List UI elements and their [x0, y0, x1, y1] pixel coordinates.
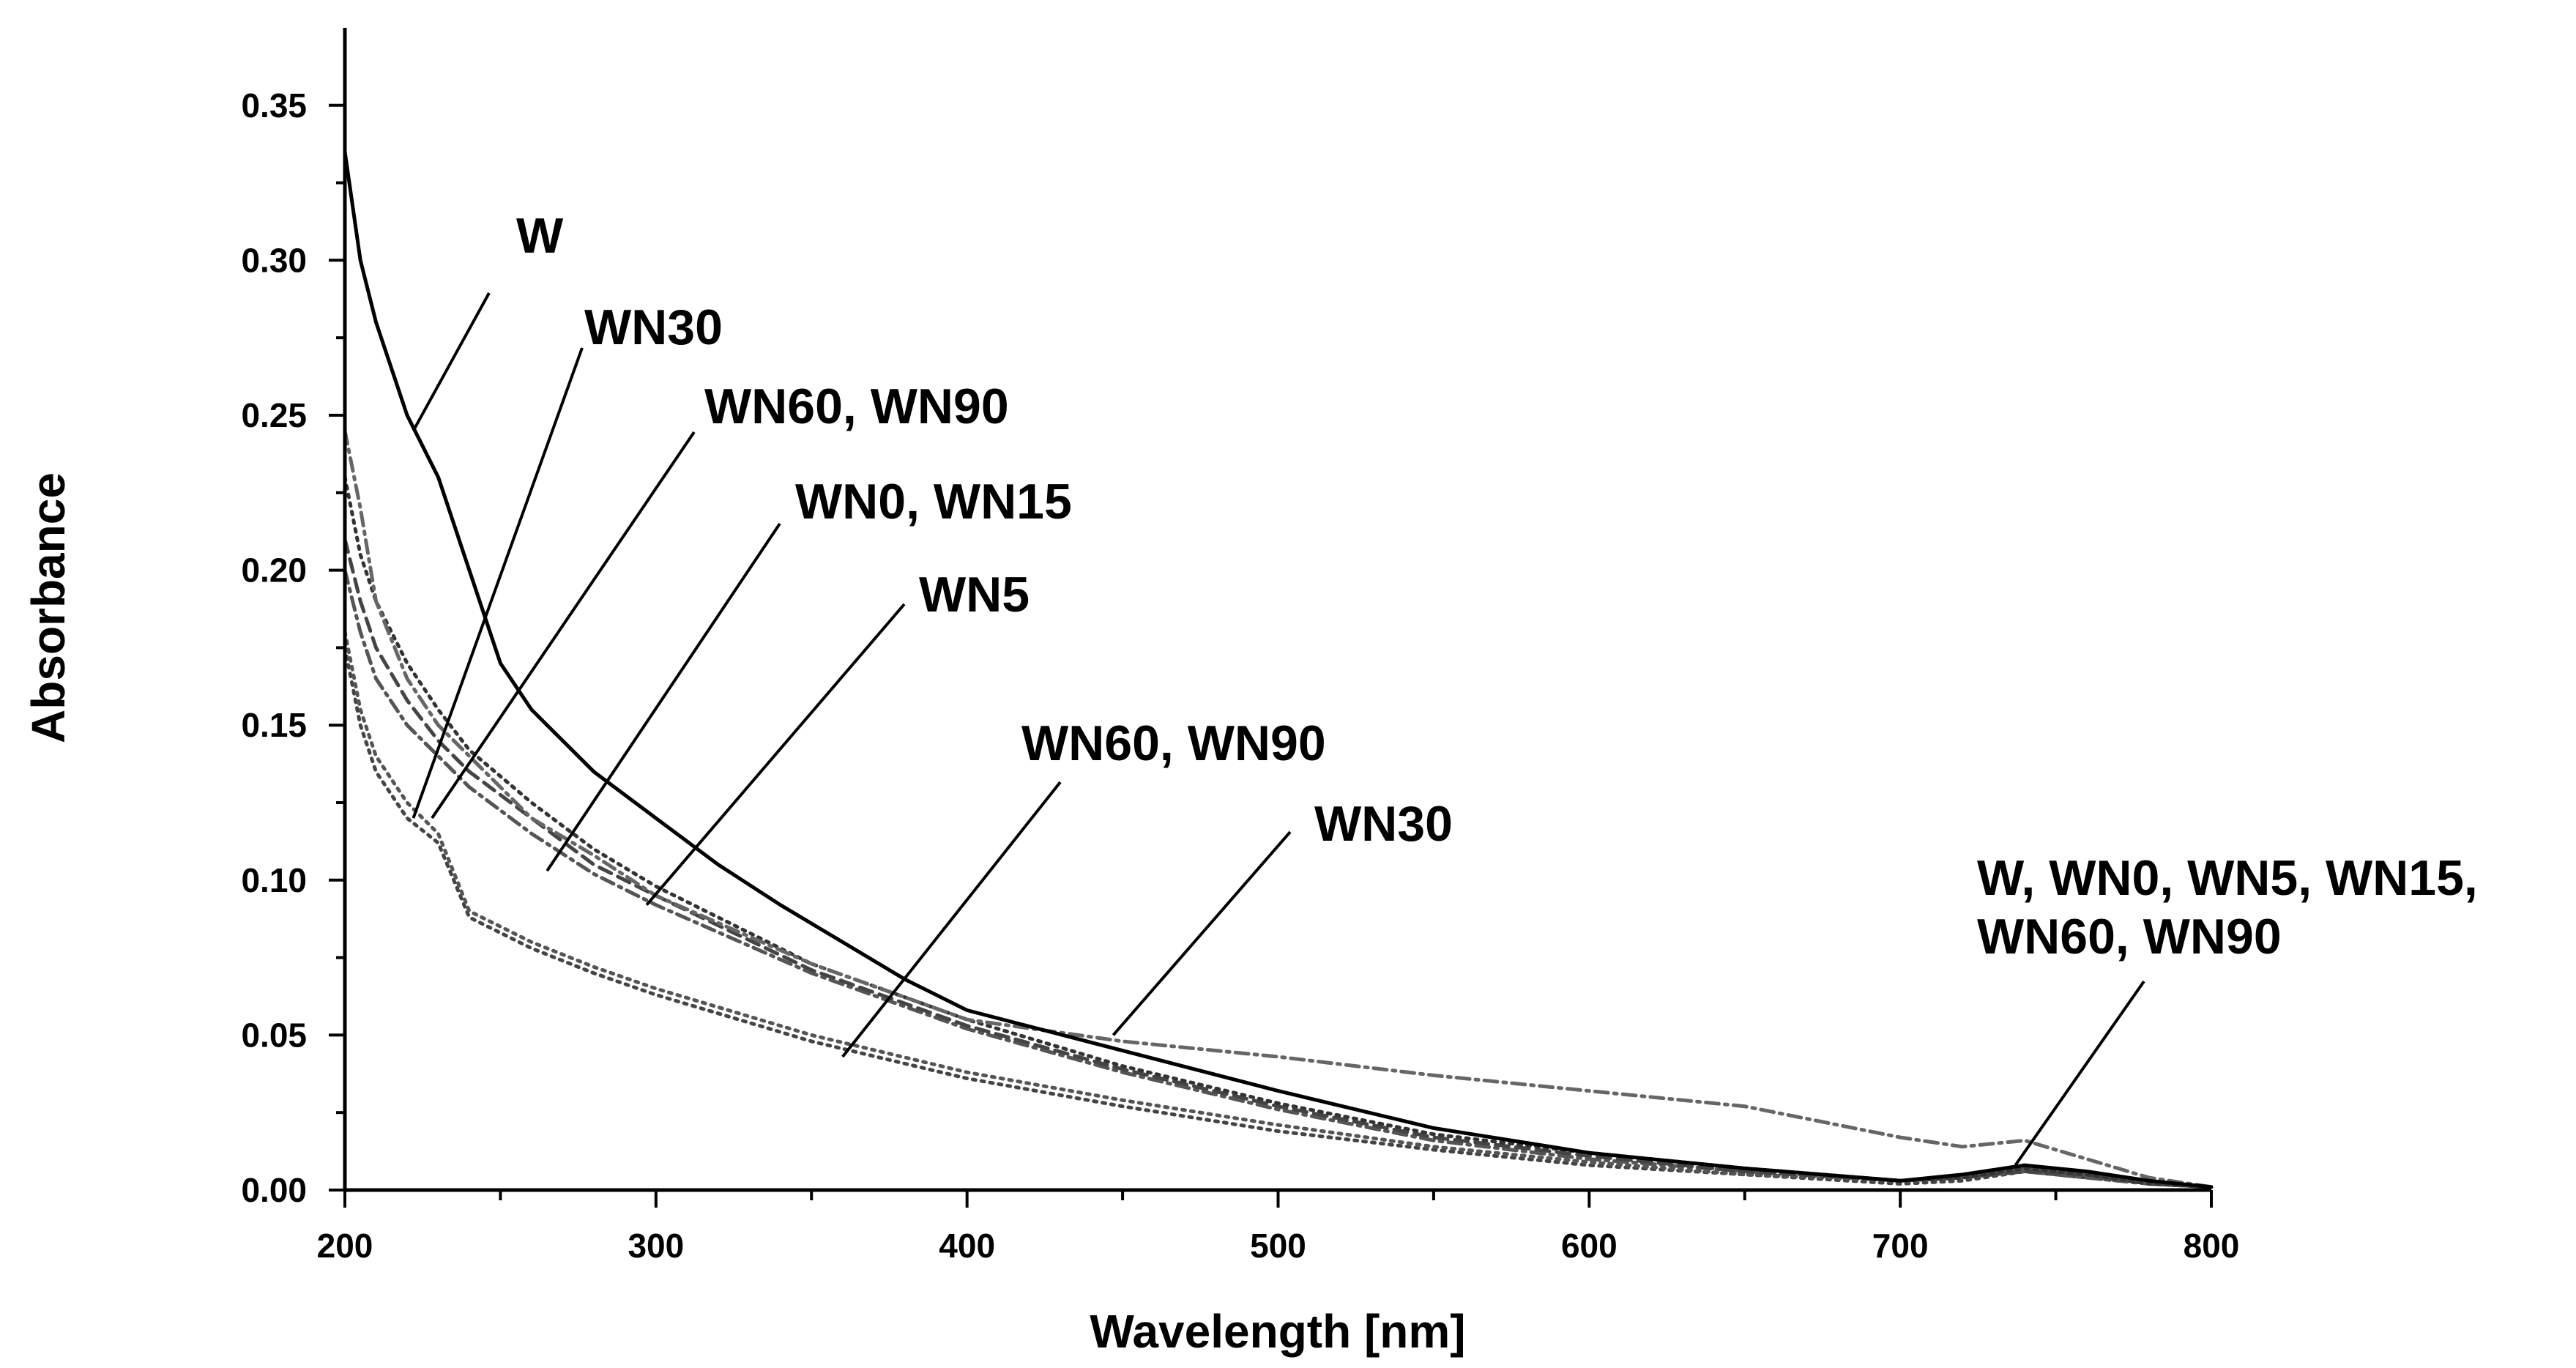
x-axis-ticks: 200 300 400 500 600 700 800	[317, 1190, 2240, 1265]
annotation-leader-line	[645, 603, 906, 906]
x-tick-label: 500	[1250, 1227, 1306, 1265]
y-tick-label: 0.35	[241, 86, 307, 124]
annotation-label: WN5	[919, 567, 1030, 622]
annotation-label: WN30	[584, 300, 723, 355]
annotation-label-line: WN60, WN90	[704, 379, 1009, 434]
x-tick-label: 700	[1872, 1227, 1929, 1265]
annotation-label-line: WN30	[584, 300, 723, 355]
annotation-label: WN60, WN90	[1021, 715, 1326, 771]
annotation-label-line: W	[516, 208, 564, 264]
annotation-leader-line	[546, 522, 781, 872]
x-tick-label: 300	[628, 1227, 684, 1265]
annotation-label-line: WN0, WN15	[795, 474, 1072, 529]
series-layer	[343, 149, 2214, 1189]
annotation-leader-line	[412, 347, 584, 819]
y-tick-label: 0.25	[241, 396, 307, 434]
annotation-label-line: WN30	[1314, 796, 1453, 852]
annotation-label: WN60, WN90	[704, 379, 1009, 434]
y-tick-label: 0.15	[241, 706, 307, 744]
y-axis-ticks: 0.00 0.05 0.10 0.15 0.20 0.25 0.30 0.35	[241, 86, 345, 1209]
y-tick-label: 0.10	[241, 861, 307, 899]
annotation-label: WN30	[1314, 796, 1453, 852]
y-tick-label: 0.30	[241, 241, 307, 279]
annotation-leader-line	[412, 292, 491, 432]
y-tick-label: 0.05	[241, 1016, 307, 1054]
annotation-label-line: W, WN0, WN5, WN15,	[1977, 850, 2478, 906]
annotation-label-line: WN5	[919, 567, 1030, 622]
annotation-leader-line	[2014, 980, 2145, 1167]
series-line-wn30	[343, 428, 2214, 1189]
x-tick-label: 400	[939, 1227, 995, 1265]
y-tick-label: 0.00	[241, 1171, 307, 1209]
y-axis-title: Absorbance	[22, 472, 75, 743]
annotation-label-line: WN60, WN90	[1021, 715, 1326, 771]
annotation-leader-line	[1112, 830, 1292, 1036]
annotation-label-line: WN60, WN90	[1977, 909, 2282, 964]
series-line-wn0	[343, 475, 2214, 1189]
annotation-leader-line	[431, 431, 696, 819]
series-line-w	[343, 149, 2214, 1189]
x-tick-label: 200	[317, 1227, 373, 1265]
x-tick-label: 600	[1561, 1227, 1618, 1265]
x-tick-label: 800	[2184, 1227, 2240, 1265]
annotation-label: W, WN0, WN5, WN15, WN60, WN90	[1977, 850, 2478, 964]
annotation-label: W	[516, 208, 564, 264]
annotation-leader-line	[841, 781, 1062, 1058]
annotation-layer: W WN30 WN60, WN90 WN0, WN15 WN5 WN60, WN90 WN3…	[412, 208, 2478, 1167]
x-axis-title: Wavelength [nm]	[1090, 1305, 1465, 1358]
y-tick-label: 0.20	[241, 551, 307, 590]
annotation-label: WN0, WN15	[795, 474, 1072, 529]
